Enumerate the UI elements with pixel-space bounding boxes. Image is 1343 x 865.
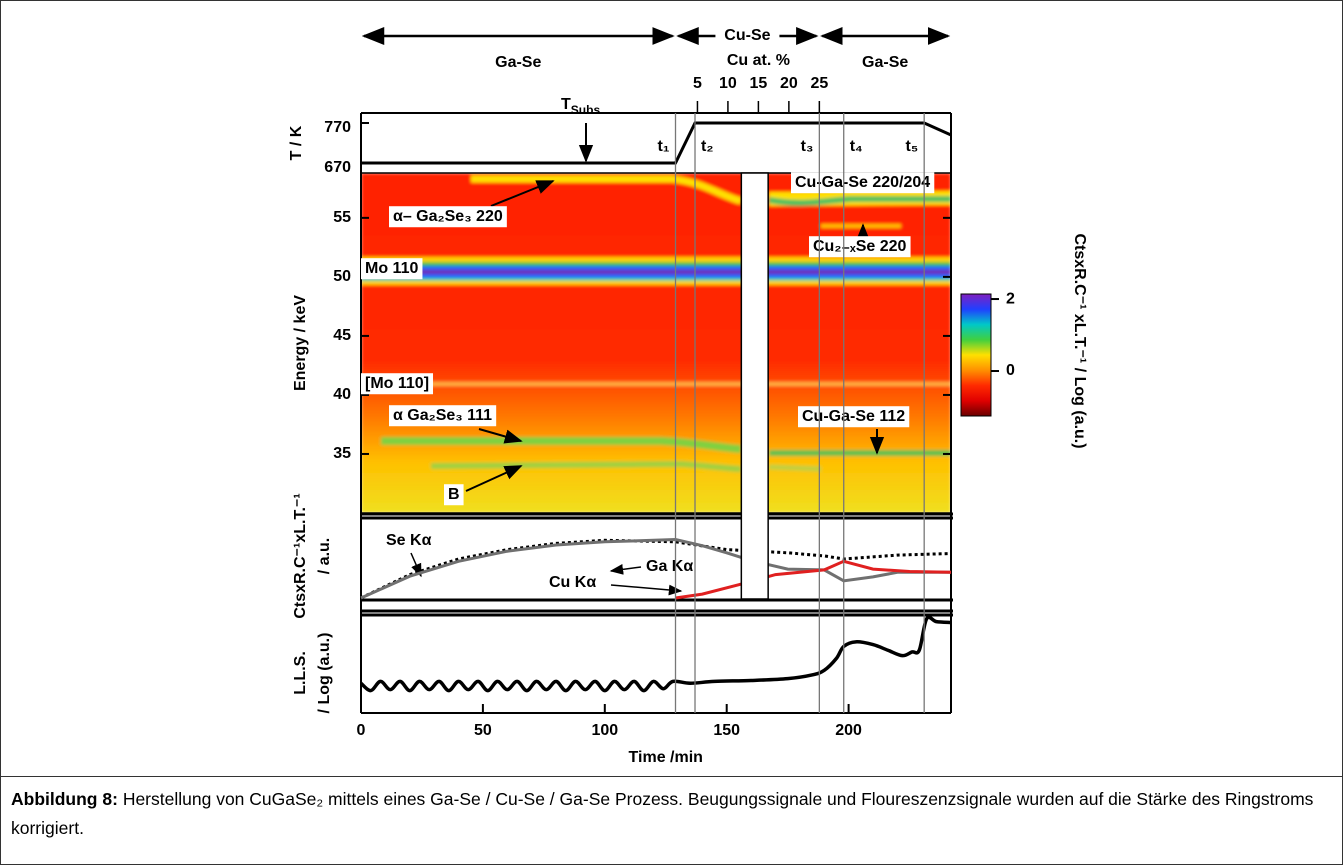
fluorescence-line bbox=[676, 561, 952, 598]
temperature-tick-label: 670 bbox=[324, 159, 351, 176]
legend-label: Cu Kα bbox=[549, 574, 596, 591]
y-tick-label: 55 bbox=[333, 209, 351, 226]
data-gap bbox=[741, 173, 768, 599]
annotation: Cu-Ga-Se 112 bbox=[802, 408, 905, 425]
x-tick-label: 200 bbox=[835, 722, 862, 739]
annotation: α Ga₂Se₃ 111 bbox=[393, 407, 492, 424]
phase-label: Cu-Se bbox=[724, 27, 770, 44]
legend-label: Ga Kα bbox=[646, 558, 693, 575]
colorbar-tick-label: 0 bbox=[1006, 362, 1015, 379]
y-tick-label: 45 bbox=[333, 327, 351, 344]
event-label: t₁ bbox=[658, 138, 670, 155]
y-tick-label: 50 bbox=[333, 268, 351, 285]
phase-label: Ga-Se bbox=[495, 54, 541, 71]
temperature-tick-label: 770 bbox=[324, 119, 351, 136]
cu-tick-label: 25 bbox=[810, 75, 828, 92]
annotation: Cu₂₋ₓSe 220 bbox=[813, 238, 907, 255]
figure-page: TSubs. 050100150200Time /min3540455055En… bbox=[0, 0, 1343, 865]
x-tick-label: 150 bbox=[713, 722, 740, 739]
cu-tick-label: 15 bbox=[749, 75, 767, 92]
annotation: B bbox=[448, 486, 460, 503]
legend-label: Se Kα bbox=[386, 532, 432, 549]
event-label: t₃ bbox=[801, 138, 814, 155]
annotation: Mo 110 bbox=[365, 260, 418, 277]
event-label: t₅ bbox=[906, 138, 919, 155]
event-label: t₄ bbox=[850, 138, 863, 155]
colorbar-label: CtsxR.C⁻¹ xL.T.⁻¹ / Log (a.u.) bbox=[1071, 233, 1088, 448]
fluorescence-axis-label: CtsxR.C⁻¹xL.T.⁻¹ bbox=[292, 493, 309, 618]
lls-axis-label: L.L.S. bbox=[292, 651, 309, 695]
fluorescence-axis-label: / a.u. bbox=[316, 538, 333, 574]
caption-label: Abbildung 8: bbox=[11, 789, 118, 809]
cu-axis-label: Cu at. % bbox=[727, 52, 790, 69]
y-axis-label: Energy / keV bbox=[292, 295, 309, 391]
y-tick-label: 40 bbox=[333, 386, 351, 403]
phase-label: Ga-Se bbox=[862, 54, 908, 71]
cu-tick-label: 20 bbox=[780, 75, 798, 92]
lls-axis-label: / Log (a.u.) bbox=[316, 633, 333, 714]
colorbar-tick-label: 2 bbox=[1006, 290, 1015, 307]
caption-text: Herstellung von CuGaSe₂ mittels eines Ga… bbox=[11, 789, 1313, 838]
colorbar bbox=[961, 294, 991, 416]
cu-tick-label: 5 bbox=[693, 75, 702, 92]
x-tick-label: 100 bbox=[591, 722, 618, 739]
y-tick-label: 35 bbox=[333, 445, 351, 462]
event-label: t₂ bbox=[701, 138, 713, 155]
x-tick-label: 50 bbox=[474, 722, 492, 739]
lls-line bbox=[361, 617, 951, 690]
x-tick-label: 0 bbox=[357, 722, 366, 739]
substrate-temperature-label: TSubs. bbox=[561, 96, 603, 117]
caption: Abbildung 8: Herstellung von CuGaSe₂ mit… bbox=[1, 776, 1342, 865]
annotation: Cu-Ga-Se 220/204 bbox=[795, 174, 930, 191]
annotation: α– Ga₂Se₃ 220 bbox=[393, 208, 503, 225]
cu-tick-label: 10 bbox=[719, 75, 737, 92]
temperature-axis-label: T / K bbox=[288, 125, 305, 160]
x-axis-label: Time /min bbox=[629, 749, 703, 766]
annotation: [Mo 110] bbox=[365, 375, 429, 392]
